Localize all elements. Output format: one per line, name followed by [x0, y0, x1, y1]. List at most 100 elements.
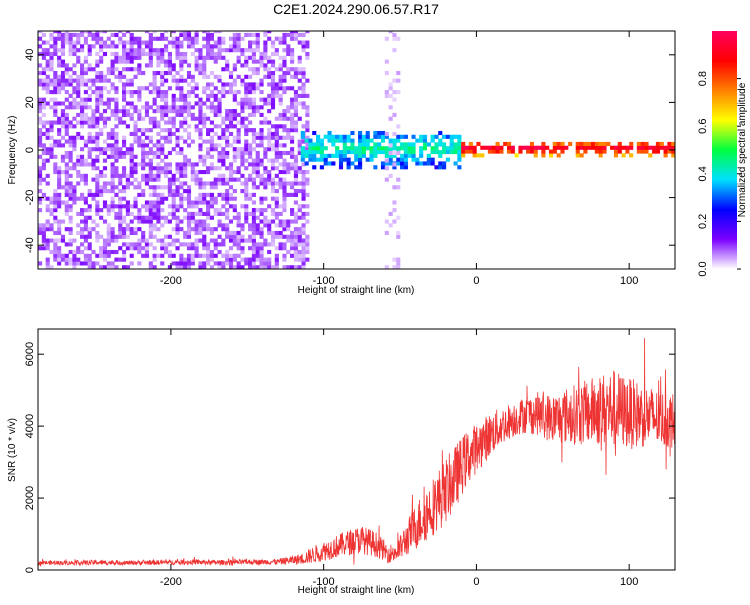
- spectrogram-cell: [251, 32, 256, 38]
- spectrogram-cell: [95, 120, 100, 125]
- spectrogram-cell: [206, 242, 211, 247]
- spectrogram-cell: [259, 59, 264, 64]
- spectrogram-cell: [274, 196, 279, 201]
- spectrogram-cell: [251, 242, 256, 247]
- spectrogram-cell: [267, 120, 272, 125]
- spectrogram-cell: [476, 153, 481, 158]
- spectrogram-cell: [190, 44, 195, 49]
- spectrogram-cell: [179, 227, 184, 232]
- spectrogram-cell: [99, 189, 104, 194]
- spectrogram-cell: [41, 227, 46, 232]
- spectrogram-cell: [179, 253, 184, 258]
- spectrogram-cell: [87, 189, 92, 194]
- spectrogram-cell: [491, 145, 496, 150]
- spectrogram-cell: [560, 141, 565, 147]
- spectrogram-cell: [106, 36, 111, 41]
- spectrogram-cell: [202, 181, 207, 186]
- spectrogram-cell: [152, 48, 157, 53]
- spectrogram-cell: [186, 257, 192, 262]
- spectrogram-cell: [267, 169, 272, 175]
- spectrogram-cell: [251, 177, 256, 182]
- spectrogram-cell: [87, 51, 92, 57]
- spectrogram-cell: [164, 36, 169, 41]
- spectrogram-cell: [129, 112, 134, 117]
- spectrogram-cell: [87, 154, 92, 159]
- spectrogram-cell: [305, 109, 310, 114]
- spectrogram-cell: [118, 150, 123, 156]
- spectrogram-cell: [183, 128, 188, 133]
- spectrogram-cell: [164, 162, 169, 167]
- spectrogram-cell: [282, 55, 287, 60]
- spectrogram-cell: [72, 166, 77, 171]
- spectrogram-cell: [95, 208, 100, 213]
- spectrogram-cell: [236, 74, 241, 79]
- spectrogram-cell: [290, 101, 295, 106]
- spectrogram-cell: [263, 147, 268, 152]
- spectrogram-cell: [137, 116, 142, 121]
- spectrogram-cell: [183, 265, 188, 269]
- spectrogram-cell: [621, 153, 626, 158]
- spectrogram-cell: [102, 78, 108, 83]
- spectrogram-cell: [267, 131, 272, 137]
- spectrogram-cell: [248, 173, 253, 178]
- spectrogram-cell: [160, 55, 165, 60]
- spectrogram-cell: [122, 40, 127, 45]
- spectrogram-cell: [236, 154, 241, 159]
- spectrogram-cell: [122, 204, 127, 209]
- spectrogram-cell: [106, 135, 111, 140]
- spectrogram-cell: [114, 265, 119, 269]
- spectrogram-cell: [118, 181, 123, 186]
- spectrogram-cell: [293, 192, 298, 197]
- spectrogram-cell: [213, 227, 218, 232]
- spectrogram-cell: [156, 185, 161, 190]
- spectrogram-cell: [274, 150, 279, 156]
- spectrogram-cell: [114, 124, 119, 129]
- spectrogram-cell: [217, 97, 222, 102]
- spectrogram-cell: [129, 147, 134, 152]
- spectrogram-cell: [228, 162, 234, 167]
- spectrogram-cell: [175, 109, 180, 114]
- spectrogram-cell: [457, 138, 462, 143]
- spectrogram-cell: [190, 105, 195, 110]
- spectrogram-cell: [648, 153, 653, 158]
- spectrogram-cell: [293, 31, 298, 34]
- spectrogram-cell: [38, 109, 43, 114]
- spectrogram-cell: [213, 105, 218, 110]
- spectrogram-cell: [194, 253, 199, 258]
- spectrogram-cell: [286, 44, 291, 49]
- spectrogram-cell: [255, 105, 260, 110]
- spectrogram-cell: [213, 40, 218, 45]
- spectrogram-cell: [122, 196, 127, 201]
- spectrogram-cell: [213, 86, 218, 91]
- spectrogram-cell: [57, 223, 62, 228]
- spectrogram-cell: [41, 246, 46, 251]
- spectrogram-cell: [160, 116, 165, 121]
- spectrogram-cell: [625, 149, 630, 154]
- spectrogram-cell: [87, 116, 92, 121]
- spectrogram-cell: [148, 173, 153, 178]
- spectrogram-cell: [198, 51, 203, 57]
- spectrogram-cell: [286, 219, 291, 224]
- spectrogram-cell: [183, 162, 188, 167]
- spectrogram-cell: [225, 200, 230, 205]
- spectrogram-cell: [461, 153, 466, 158]
- spectrogram-cell: [91, 219, 96, 224]
- spectrogram-cell: [290, 147, 295, 152]
- spectrogram-cell: [301, 74, 306, 79]
- spectrogram-cell: [99, 86, 104, 91]
- spectrogram-cell: [175, 169, 180, 175]
- spectrogram-cell: [167, 189, 172, 194]
- spectrogram-cell: [102, 120, 108, 125]
- spectrogram-cell: [270, 234, 276, 239]
- spectrogram-cell: [403, 142, 408, 147]
- spectrogram-cell: [99, 97, 104, 102]
- spectrogram-cell: [156, 63, 161, 68]
- spectrogram-cell: [255, 169, 260, 175]
- spectrogram-cell: [232, 78, 237, 83]
- spectrogram-cell: [335, 134, 340, 139]
- spectrogram-cell: [91, 147, 96, 152]
- spectrogram-cell: [225, 59, 230, 64]
- snr-y-label: SNR (10 * v/v): [7, 418, 18, 482]
- spectrogram-cell: [87, 32, 92, 38]
